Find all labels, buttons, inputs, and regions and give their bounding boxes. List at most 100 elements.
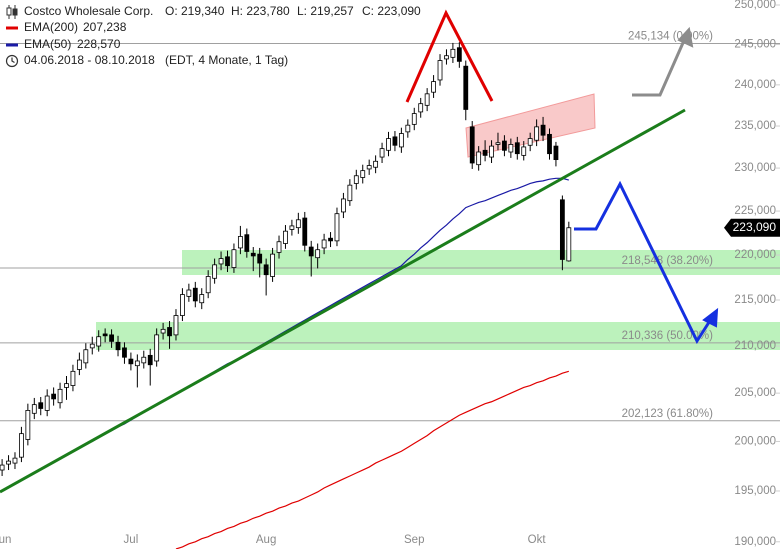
candle-body <box>302 217 308 246</box>
candle-body <box>57 388 63 404</box>
candle-body <box>547 133 552 155</box>
level-label: 210,336 (50.00%) <box>622 330 714 342</box>
y-tick-label: 200,000 <box>734 435 776 447</box>
candle-body <box>89 343 95 349</box>
candle-body <box>186 289 192 297</box>
candle-body <box>44 395 50 411</box>
candle-body <box>122 347 127 358</box>
candle-body <box>334 213 340 242</box>
y-axis: 190,000 195,000 200,000 205,000 210,000 215,0… <box>734 0 780 548</box>
candle-body <box>0 464 5 471</box>
x-tick-label: Okt <box>528 534 547 546</box>
candle-body <box>237 236 243 249</box>
legend-value: 207,238 <box>83 20 127 34</box>
x-tick-label: Jul <box>124 534 139 546</box>
candle-body <box>231 249 237 268</box>
candle-body <box>521 146 527 156</box>
y-tick-label: 205,000 <box>734 387 776 399</box>
price-tag-label: 223,090 <box>733 220 777 234</box>
candle-body <box>12 457 18 464</box>
candle-body <box>418 103 424 113</box>
ohlc-label: H: 223,780 <box>231 4 290 18</box>
y-tick-label: 210,000 <box>734 340 776 352</box>
candle-body <box>115 341 121 351</box>
level-label: 202,123 (61.80%) <box>622 408 714 420</box>
candle-body <box>51 393 57 400</box>
candle-body <box>244 234 250 252</box>
candle-body <box>476 151 482 166</box>
period-note: (EDT, 4 Monate, 1 Tag) <box>165 53 288 67</box>
candle-body <box>450 48 456 58</box>
ohlc-label: O: 219,340 <box>165 4 225 18</box>
x-tick-label: Aug <box>256 534 276 546</box>
level-label: 218,548 (38.20%) <box>622 255 714 267</box>
trend-line <box>0 108 686 494</box>
candle-icon <box>6 5 18 19</box>
candle-body <box>160 328 166 334</box>
candle-body <box>263 264 269 276</box>
candle-body <box>431 81 436 93</box>
candle-body <box>463 65 469 110</box>
candle-body <box>553 145 559 161</box>
candle-body <box>64 383 69 388</box>
y-tick-label: 225,000 <box>734 205 776 217</box>
candle-body <box>321 239 327 249</box>
ohlc-label: L: 219,257 <box>297 4 354 18</box>
candle-body <box>495 142 501 145</box>
candle-body <box>502 140 507 151</box>
candle-body <box>96 336 102 347</box>
x-tick-label: Sep <box>404 534 424 546</box>
price-tag: 223,090 <box>724 218 780 237</box>
y-tick-label: 195,000 <box>734 485 776 497</box>
candle-body <box>257 253 263 264</box>
support-zones <box>96 250 780 350</box>
candle-body <box>276 241 282 253</box>
candle-body <box>76 359 82 370</box>
candle-body <box>437 60 443 81</box>
y-tick-label: 215,000 <box>734 294 776 306</box>
legend-value: 228,570 <box>77 37 121 51</box>
candle-body <box>469 126 475 164</box>
candle-body <box>405 124 411 133</box>
y-tick-label: 220,000 <box>734 249 776 261</box>
candle-body <box>141 356 147 364</box>
scenario-arrow <box>574 180 715 345</box>
y-tick-label: 250,000 <box>734 0 776 11</box>
candle-body <box>192 287 198 302</box>
y-tick-label: 235,000 <box>734 120 776 132</box>
candle-body <box>508 144 514 153</box>
candle-body <box>83 349 89 364</box>
candle-body <box>225 256 230 267</box>
candle-body <box>360 170 366 178</box>
candle-body <box>514 142 520 155</box>
candles <box>0 42 572 476</box>
fib-levels: 245,134 (0.00%) 218,548 (38.20%) 210,336 (… <box>0 30 780 422</box>
candle-body <box>308 246 314 257</box>
candle-body <box>270 253 275 277</box>
candle-body <box>366 165 372 170</box>
candle-body <box>283 230 288 244</box>
candle-body <box>128 358 134 365</box>
support-zone <box>96 322 780 350</box>
candle-body <box>180 294 185 316</box>
legend-label: EMA(50) <box>24 37 71 51</box>
candle-body <box>315 249 321 259</box>
period: 04.06.2018 - 08.10.2018 <box>24 53 155 67</box>
y-tick-label: 230,000 <box>734 162 776 174</box>
chart-title: Costco Wholesale Corp. <box>24 4 153 18</box>
candle-body <box>444 55 449 60</box>
top-marker <box>405 9 494 103</box>
candle-body <box>250 252 256 257</box>
support-zone <box>182 250 780 275</box>
y-tick-label: 190,000 <box>734 536 776 548</box>
candle-body <box>134 360 140 367</box>
header: Costco Wholesale Corp. O: 219,340 H: 223… <box>5 4 421 67</box>
candle-body <box>154 334 160 362</box>
x-axis: Jun Jul Aug Sep Okt <box>0 534 546 546</box>
candle-body <box>25 410 31 440</box>
candle-body <box>373 160 379 168</box>
candle-body <box>353 175 359 184</box>
x-tick-label: Jun <box>0 534 11 546</box>
candle-body <box>347 184 353 202</box>
